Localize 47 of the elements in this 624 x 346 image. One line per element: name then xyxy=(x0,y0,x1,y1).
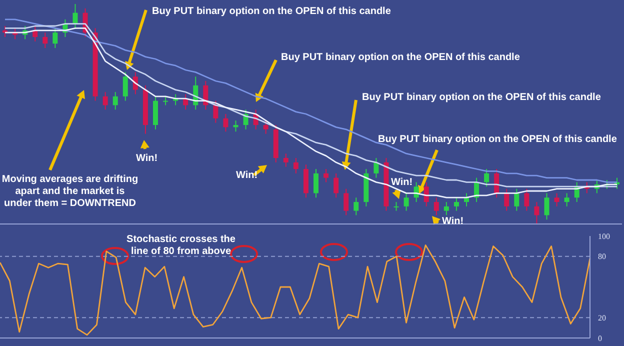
candlestick xyxy=(444,202,449,216)
candlestick xyxy=(102,92,108,110)
candlestick xyxy=(42,32,48,48)
candlestick xyxy=(334,172,339,198)
candlestick xyxy=(52,28,58,48)
y-tick-label: 80 xyxy=(598,252,606,262)
candlestick xyxy=(544,192,550,220)
candlestick xyxy=(564,192,570,207)
line-series xyxy=(0,244,591,336)
y-tick-label: 0 xyxy=(598,334,602,343)
annotation: Win! xyxy=(236,170,258,182)
y-tick-label: 100 xyxy=(598,232,610,241)
candlestick xyxy=(213,100,218,124)
annotation: Buy PUT binary option on the OPEN of this candle xyxy=(152,6,391,18)
candlestick xyxy=(344,188,349,216)
candlestick xyxy=(112,92,118,110)
y-tick-label: 20 xyxy=(598,313,606,322)
candlestick xyxy=(122,72,128,102)
candlestick xyxy=(374,158,379,178)
annotation: Moving averages are drifting apart and the market is under them = DOWNTREND xyxy=(0,174,140,210)
candlestick xyxy=(454,197,459,212)
candlestick xyxy=(524,188,530,212)
candlestick xyxy=(283,153,288,168)
candlestick xyxy=(404,192,409,212)
candlestick xyxy=(314,168,319,198)
candlestick xyxy=(514,188,520,212)
candlestick xyxy=(324,168,329,183)
candlestick xyxy=(293,158,298,174)
candlestick xyxy=(504,188,510,212)
candlestick xyxy=(434,197,439,216)
annotation: Win! xyxy=(442,216,464,228)
annotation: Buy PUT binary option on the OPEN of this candle xyxy=(281,52,520,64)
annotation: Buy PUT binary option on the OPEN of this candle xyxy=(378,134,617,146)
candlestick xyxy=(263,120,268,134)
annotation: Win! xyxy=(391,177,413,189)
candlestick xyxy=(484,168,490,188)
annotation: Win! xyxy=(136,153,158,165)
candlestick xyxy=(394,202,399,212)
annotation: Buy PUT binary option on the OPEN of this candle xyxy=(362,92,601,104)
annotation: Stochastic crosses the line of 80 from above xyxy=(126,234,236,258)
candlestick xyxy=(554,192,560,207)
candlestick xyxy=(354,197,359,216)
candlestick xyxy=(424,182,429,207)
candlestick xyxy=(223,114,228,132)
candlestick xyxy=(233,120,238,132)
candlestick xyxy=(534,202,540,224)
candlestick xyxy=(72,4,78,29)
